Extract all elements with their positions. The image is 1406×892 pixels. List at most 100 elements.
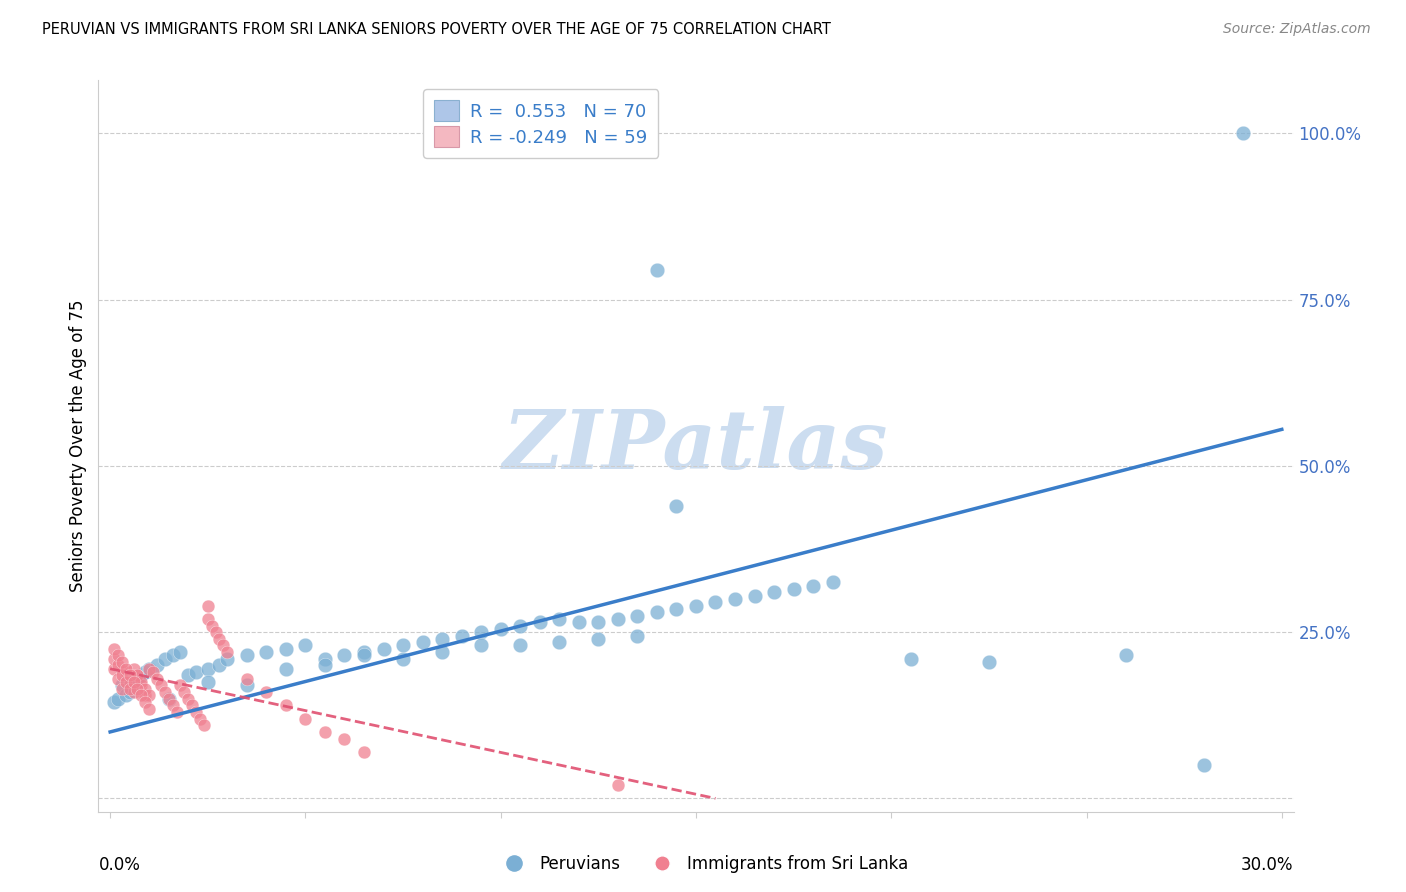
Point [430,632,453,646]
Point [201,618,224,632]
Point [314,658,336,673]
Point [217,652,239,666]
Point [111,678,134,692]
Point [197,675,219,690]
Point [162,648,184,663]
Point [294,639,316,653]
Point [188,712,211,726]
Point [114,675,136,690]
Point [134,681,156,696]
Point [114,689,136,703]
Point [392,652,415,666]
Point [314,652,336,666]
Point [353,745,375,759]
Point [236,672,259,686]
Point [111,668,134,682]
Point [114,665,136,679]
Point [118,681,141,696]
Point [606,778,628,792]
Point [103,641,125,656]
Point [103,662,125,676]
Point [977,655,1000,669]
Point [294,712,316,726]
Point [107,658,129,673]
Point [529,615,551,630]
Point [353,648,375,663]
Point [626,628,648,642]
Point [204,625,226,640]
Point [142,665,165,679]
Point [430,645,453,659]
Point [801,579,824,593]
Point [177,668,200,682]
Y-axis label: Seniors Poverty Over the Age of 75: Seniors Poverty Over the Age of 75 [69,300,87,592]
Point [157,691,180,706]
Point [138,689,160,703]
Point [138,662,160,676]
Point [103,652,125,666]
Point [122,675,145,690]
Point [1232,127,1254,141]
Text: 30.0%: 30.0% [1241,855,1294,873]
Point [236,678,259,692]
Point [1115,648,1137,663]
Point [606,612,628,626]
Point [509,618,531,632]
Point [333,731,356,746]
Point [122,675,145,690]
Point [704,595,727,609]
Point [181,698,204,713]
Point [208,632,231,646]
Point [118,668,141,682]
Point [153,652,176,666]
Point [685,599,707,613]
Point [122,662,145,676]
Point [645,262,668,277]
Point [588,632,610,646]
Legend: R =  0.553   N = 70, R = -0.249   N = 59: R = 0.553 N = 70, R = -0.249 N = 59 [423,89,658,158]
Point [665,499,688,513]
Point [217,645,239,659]
Point [588,615,610,630]
Text: PERUVIAN VS IMMIGRANTS FROM SRI LANKA SENIORS POVERTY OVER THE AGE OF 75 CORRELA: PERUVIAN VS IMMIGRANTS FROM SRI LANKA SE… [42,22,831,37]
Point [169,678,191,692]
Point [118,675,141,690]
Point [509,639,531,653]
Point [138,701,160,715]
Point [131,668,153,682]
Point [333,648,356,663]
Point [489,622,512,636]
Point [118,685,141,699]
Point [107,691,129,706]
Point [193,718,215,732]
Point [134,689,156,703]
Point [131,678,153,692]
Point [274,662,297,676]
Point [103,695,125,709]
Point [122,685,145,699]
Point [197,612,219,626]
Text: Source: ZipAtlas.com: Source: ZipAtlas.com [1223,22,1371,37]
Point [134,665,156,679]
Point [548,612,571,626]
Point [1192,758,1215,772]
Point [821,575,844,590]
Point [127,668,149,682]
Point [111,655,134,669]
Text: 0.0%: 0.0% [98,855,141,873]
Point [197,662,219,676]
Point [114,662,136,676]
Point [173,685,195,699]
Point [134,695,156,709]
Point [149,678,172,692]
Point [274,641,297,656]
Point [450,628,472,642]
Point [212,639,235,653]
Point [166,705,188,719]
Legend: Peruvians, Immigrants from Sri Lanka: Peruvians, Immigrants from Sri Lanka [491,848,915,880]
Point [470,625,492,640]
Point [197,599,219,613]
Point [107,648,129,663]
Point [314,725,336,739]
Point [162,698,184,713]
